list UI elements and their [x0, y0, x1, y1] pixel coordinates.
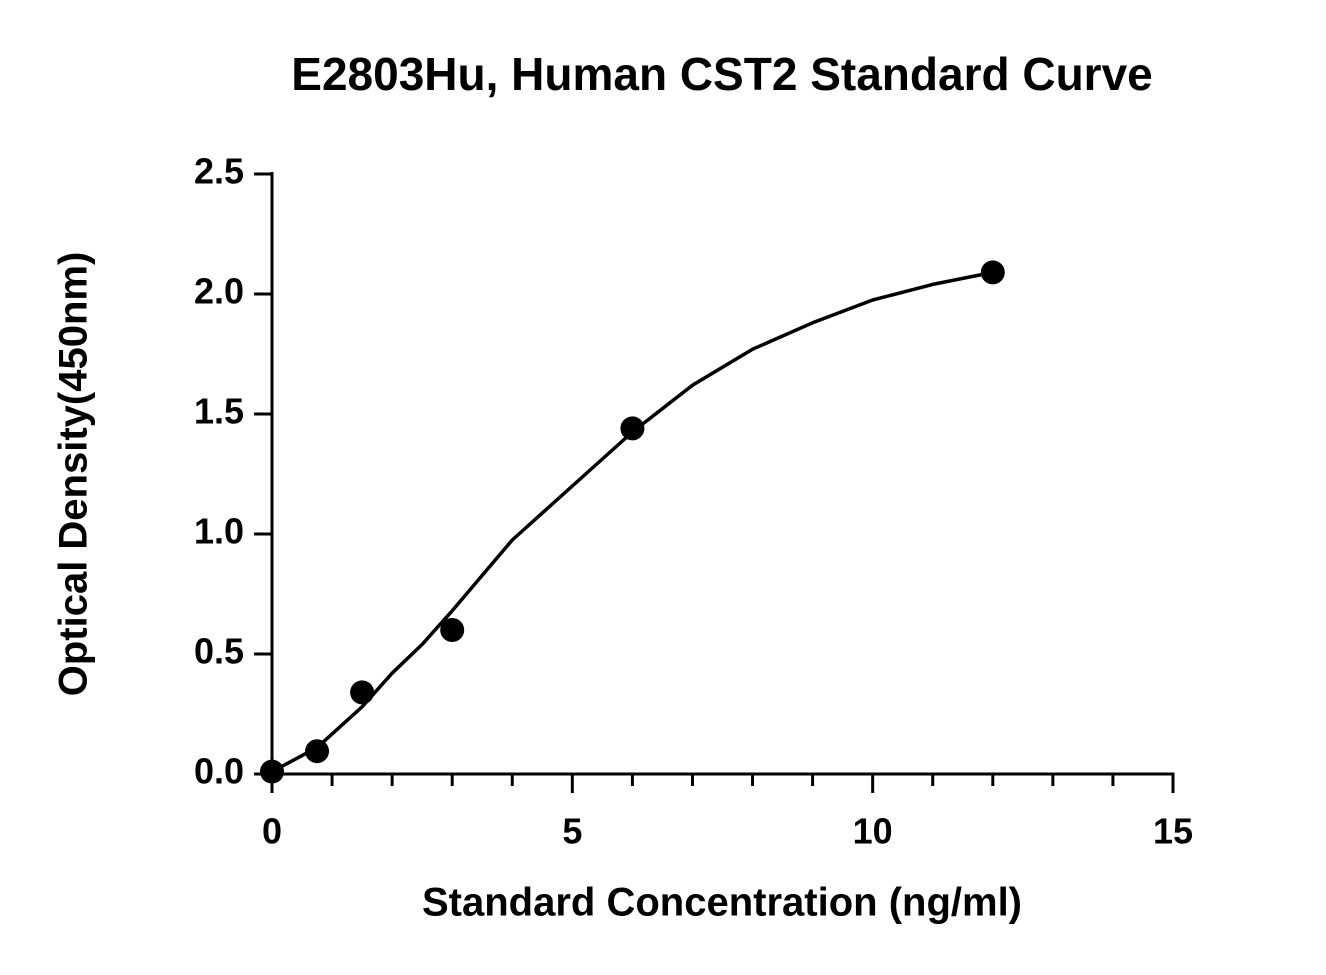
- x-axis-label: Standard Concentration (ng/ml): [422, 881, 1022, 925]
- x-tick-label: 15: [1153, 811, 1193, 852]
- y-tick-label: 0.5: [194, 631, 244, 672]
- data-point: [440, 618, 465, 642]
- data-point: [350, 680, 375, 705]
- y-tick-label: 2.5: [194, 151, 244, 192]
- fit-curve: [271, 270, 994, 774]
- chart-title: E2803Hu, Human CST2 Standard Curve: [291, 48, 1152, 100]
- x-tick-label: 5: [562, 811, 582, 852]
- y-tick-label: 2.0: [194, 271, 244, 312]
- y-tick-label: 1.0: [194, 511, 244, 552]
- data-point: [620, 416, 645, 441]
- data-point: [980, 260, 1005, 285]
- data-point: [260, 759, 284, 784]
- x-tick-label: 10: [853, 811, 893, 852]
- data-point: [305, 739, 330, 764]
- y-axis-label: Optical Density(450nm): [52, 252, 96, 697]
- y-tick-label: 1.5: [194, 391, 244, 432]
- y-tick-label: 0.0: [194, 751, 244, 792]
- x-tick-label: 0: [262, 811, 282, 852]
